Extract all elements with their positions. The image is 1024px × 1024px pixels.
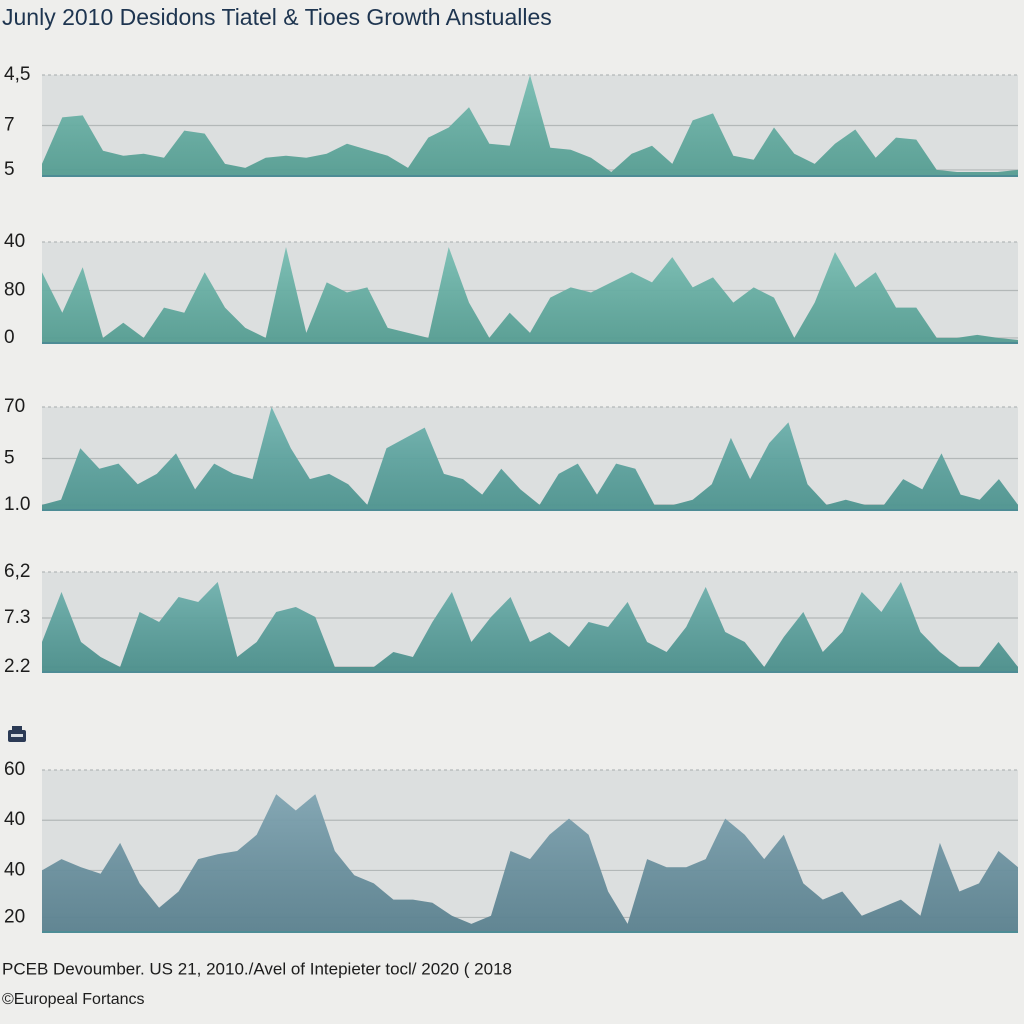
area-shade [42, 582, 1018, 672]
y-tick-label: 80 [4, 279, 25, 300]
area-shade [42, 407, 1018, 510]
source-note: PCEB Devoumber. US 21, 2010./Avel of Int… [2, 959, 512, 978]
y-tick-label: 0 [4, 327, 15, 348]
y-tick-label: 40 [4, 809, 25, 830]
y-tick-label: 5 [4, 159, 15, 180]
credit: ©Europeal Fortancs [2, 991, 145, 1008]
area-shade [42, 247, 1018, 343]
y-tick-label: 7 [4, 115, 15, 136]
chart-title: Junly 2010 Desidons Tiatel & Tioes Growt… [2, 4, 552, 30]
y-tick-label: 20 [4, 906, 25, 927]
y-tick-label: 40 [4, 231, 25, 252]
y-tick-label: 4,5 [4, 64, 30, 85]
y-tick-label: 5 [4, 448, 15, 469]
icon [8, 726, 26, 742]
y-tick-label: 1.0 [4, 494, 30, 515]
y-tick-label: 60 [4, 759, 25, 780]
y-tick-label: 40 [4, 859, 25, 880]
y-tick-label: 7.3 [4, 607, 30, 628]
y-tick-label: 70 [4, 396, 25, 417]
area-shade [42, 794, 1018, 932]
y-tick-label: 6,2 [4, 561, 30, 582]
area-shade [42, 75, 1018, 176]
y-tick-label: 2.2 [4, 656, 30, 677]
